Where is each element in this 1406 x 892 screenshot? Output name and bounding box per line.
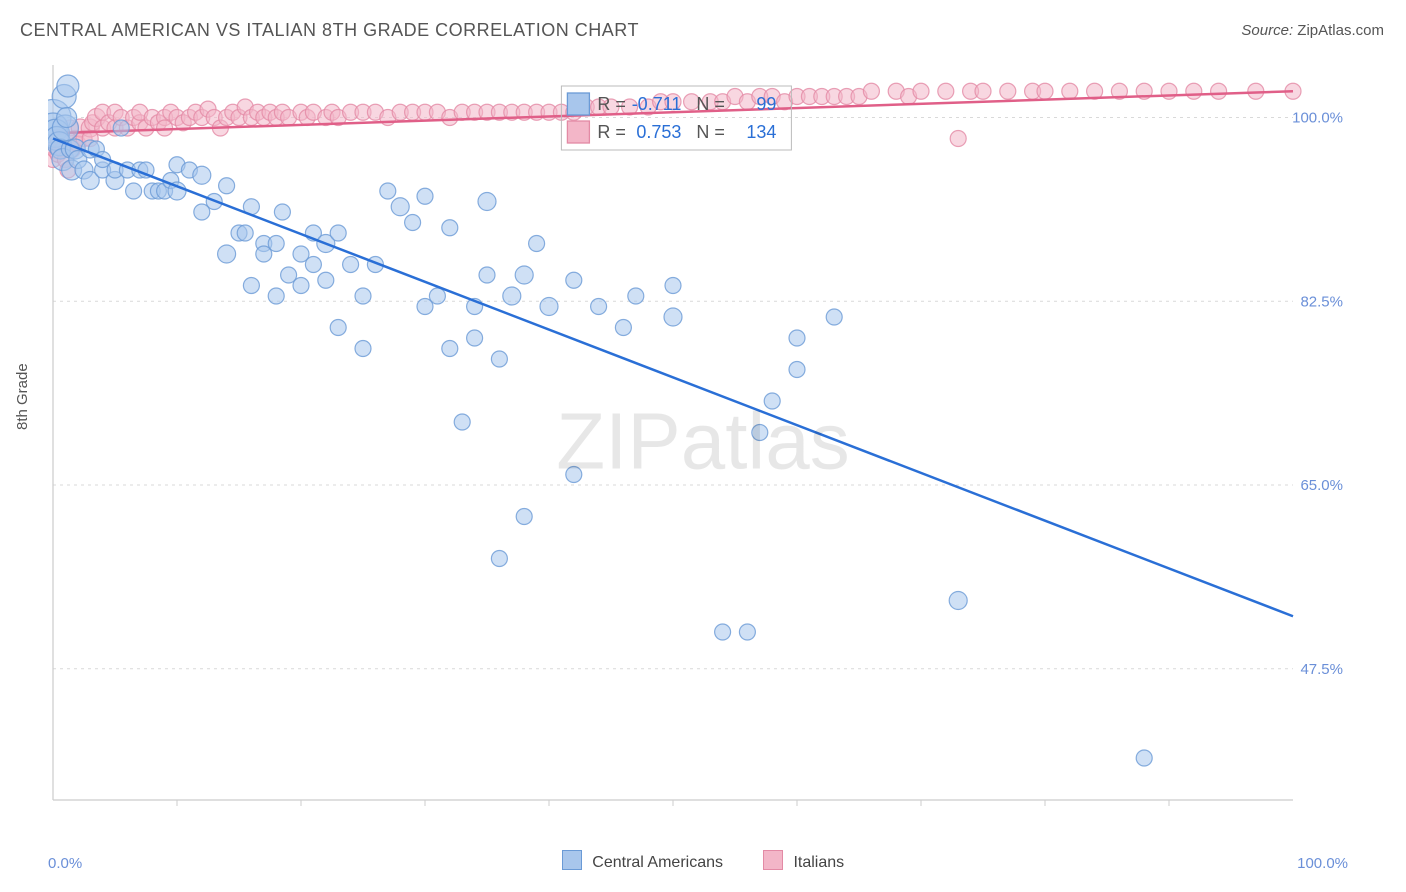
- legend-label-blue: Central Americans: [592, 854, 723, 871]
- legend-swatch-blue: [562, 850, 582, 870]
- legend-label-pink: Italians: [793, 854, 844, 871]
- svg-text:-0.711: -0.711: [632, 94, 682, 114]
- svg-text:47.5%: 47.5%: [1300, 661, 1343, 678]
- chart-svg: 47.5% 65.0% 82.5% 100.0% R = -0.711 N = 99 R = 0.…: [48, 55, 1348, 815]
- svg-text:100.0%: 100.0%: [1292, 110, 1343, 127]
- svg-text:0.753: 0.753: [636, 122, 681, 142]
- source-attribution: Source: ZipAtlas.com: [1241, 22, 1384, 39]
- legend-item-central-americans: Central Americans: [562, 850, 723, 872]
- svg-text:R =: R =: [597, 122, 626, 142]
- bottom-legend: Central Americans Italians: [0, 850, 1406, 872]
- y-axis-label: 8th Grade: [14, 363, 31, 430]
- legend-item-italians: Italians: [763, 850, 844, 872]
- plot-area: 47.5% 65.0% 82.5% 100.0% R = -0.711 N = 99 R = 0.…: [48, 55, 1348, 815]
- svg-text:65.0%: 65.0%: [1300, 477, 1343, 494]
- svg-text:99: 99: [756, 94, 776, 114]
- chart-title: CENTRAL AMERICAN VS ITALIAN 8TH GRADE CO…: [20, 20, 639, 41]
- source-label: Source:: [1241, 22, 1293, 39]
- svg-text:N =: N =: [696, 94, 725, 114]
- svg-text:R =: R =: [597, 94, 626, 114]
- legend-swatch-pink: [763, 850, 783, 870]
- svg-text:82.5%: 82.5%: [1300, 293, 1343, 310]
- svg-text:N =: N =: [696, 122, 725, 142]
- source-name: ZipAtlas.com: [1297, 22, 1384, 39]
- svg-text:134: 134: [746, 122, 776, 142]
